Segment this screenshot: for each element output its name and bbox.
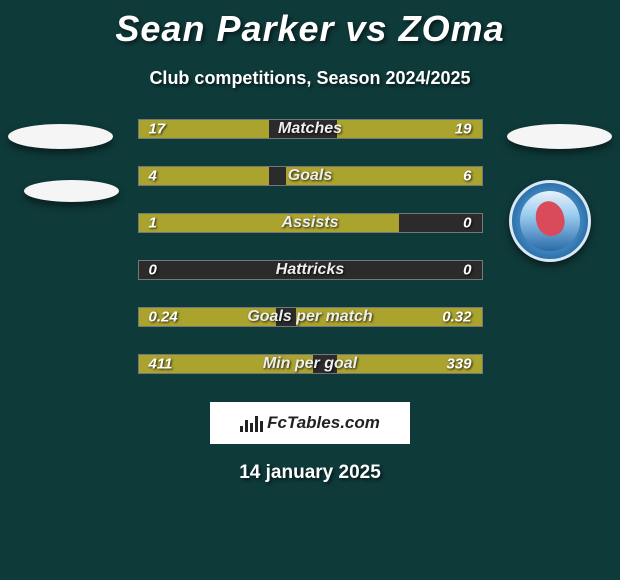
stat-label: Assists xyxy=(282,214,339,232)
stat-value-left: 0 xyxy=(149,262,157,279)
subtitle: Club competitions, Season 2024/2025 xyxy=(0,68,620,89)
stat-bar-left xyxy=(139,214,400,232)
stat-row: 4 6 Goals xyxy=(138,166,483,186)
stat-value-left: 1 xyxy=(149,215,157,232)
stat-row: 1 0 Assists xyxy=(138,213,483,233)
player1-club-placeholder xyxy=(24,180,119,202)
page-title: Sean Parker vs ZOma xyxy=(0,0,620,50)
stat-value-left: 17 xyxy=(149,121,166,138)
stat-label: Min per goal xyxy=(263,355,357,373)
stat-row: 411 339 Min per goal xyxy=(138,354,483,374)
stat-value-left: 411 xyxy=(149,356,173,373)
player2-club-badge xyxy=(509,180,591,262)
stat-label: Goals xyxy=(288,167,332,185)
stat-bar-left xyxy=(139,167,269,185)
brand-chart-icon xyxy=(240,414,263,432)
stat-value-right: 0 xyxy=(463,262,471,279)
stat-label: Hattricks xyxy=(276,261,344,279)
stat-value-right: 0 xyxy=(463,215,471,232)
player2-avatar-placeholder xyxy=(507,124,612,149)
stat-value-left: 4 xyxy=(149,168,157,185)
stat-row: 0.24 0.32 Goals per match xyxy=(138,307,483,327)
stat-value-right: 6 xyxy=(463,168,471,185)
stat-value-left: 0.24 xyxy=(149,309,178,326)
stat-value-right: 0.32 xyxy=(442,309,471,326)
stat-value-right: 19 xyxy=(455,121,472,138)
brand-badge: FcTables.com xyxy=(210,402,410,444)
date-text: 14 january 2025 xyxy=(0,462,620,484)
stat-label: Matches xyxy=(278,120,342,138)
stat-label: Goals per match xyxy=(247,308,372,326)
stat-value-right: 339 xyxy=(446,356,471,373)
stat-row: 0 0 Hattricks xyxy=(138,260,483,280)
brand-text: FcTables.com xyxy=(267,413,380,433)
stat-row: 17 19 Matches xyxy=(138,119,483,139)
player1-avatar-placeholder xyxy=(8,124,113,149)
